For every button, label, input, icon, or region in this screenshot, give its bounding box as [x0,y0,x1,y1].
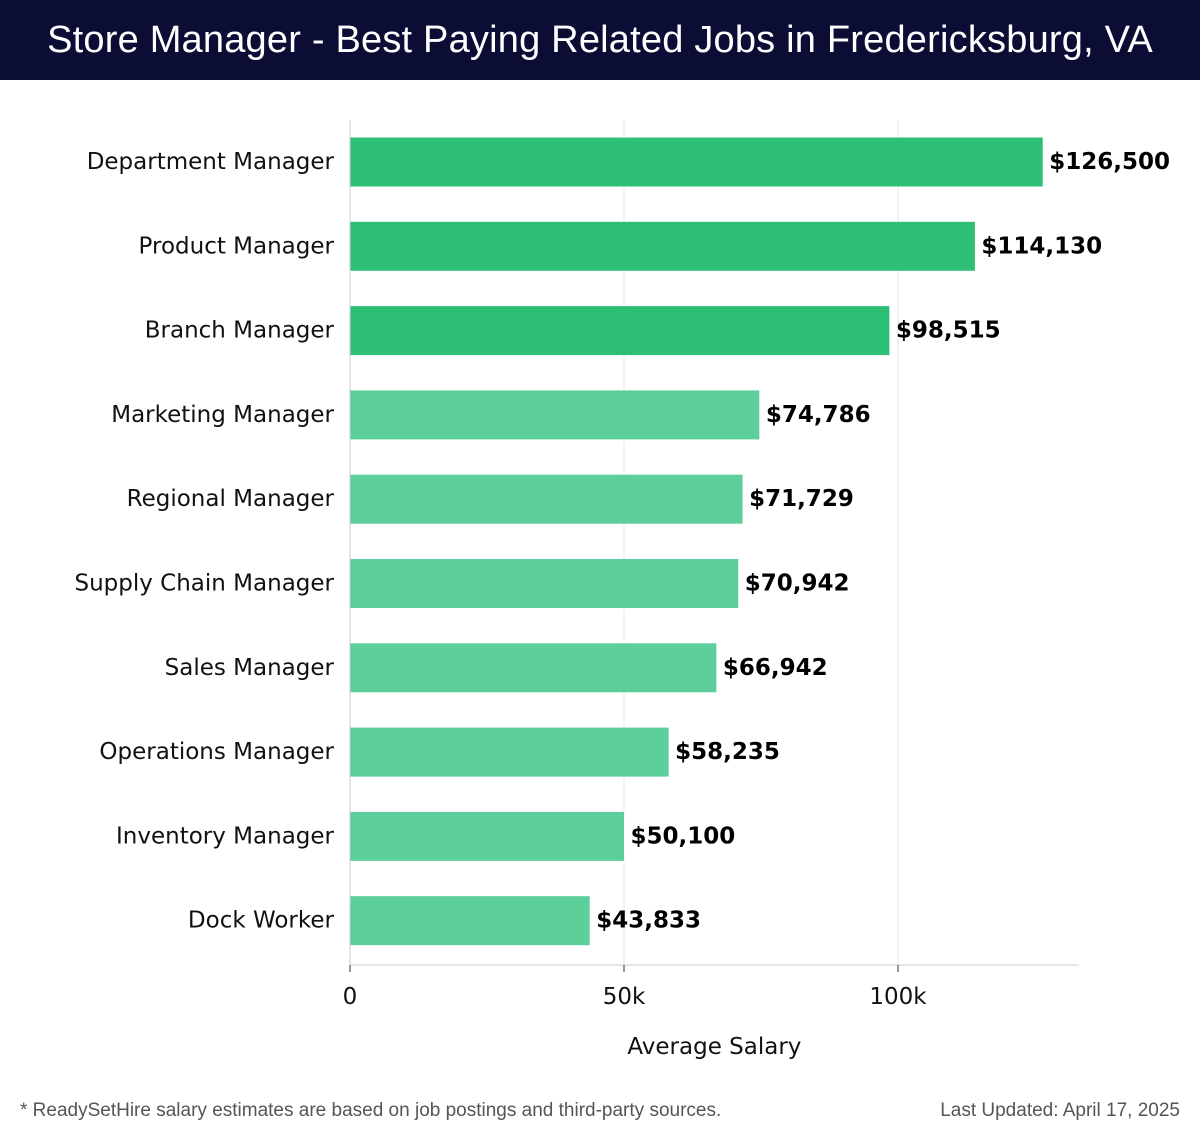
x-tick-label: 0 [343,984,358,1010]
value-label: $114,130 [981,233,1102,259]
x-tick-label: 50k [603,984,646,1010]
bar-chart: Department Manager $126,500 Product Manage… [74,120,1170,1060]
footer-note: * ReadySetHire salary estimates are base… [20,1100,722,1121]
category-label: Sales Manager [165,655,335,681]
value-label: $70,942 [745,571,850,597]
category-label: Supply Chain Manager [74,571,334,597]
bar [349,473,744,525]
bar [349,220,976,272]
value-label: $98,515 [896,318,1001,344]
bar [349,305,891,357]
category-label: Regional Manager [127,486,335,512]
last-updated: Last Updated: April 17, 2025 [940,1100,1180,1121]
bar [349,810,626,862]
x-axis-title: Average Salary [627,1034,801,1060]
bar [349,389,761,441]
value-label: $50,100 [631,823,736,849]
category-label: Department Manager [87,149,335,175]
x-tick-label: 100k [869,984,927,1010]
category-label: Inventory Manager [116,823,335,849]
chart-header: Store Manager - Best Paying Related Jobs… [0,0,1200,80]
category-label: Branch Manager [145,318,335,344]
chart-title: Store Manager - Best Paying Related Jobs… [47,18,1153,61]
value-label: $43,833 [596,908,701,934]
category-label: Operations Manager [99,739,334,765]
value-label: $74,786 [766,402,871,428]
category-label: Product Manager [139,233,335,259]
value-label: $66,942 [723,655,828,681]
value-label: $71,729 [749,486,854,512]
category-label: Marketing Manager [111,402,334,428]
category-label: Dock Worker [188,908,335,934]
bar [349,726,670,778]
bar [349,136,1044,188]
value-label: $58,235 [675,739,780,765]
bar [349,558,740,609]
bar [349,642,718,694]
value-label: $126,500 [1049,149,1170,175]
bar [349,895,591,947]
